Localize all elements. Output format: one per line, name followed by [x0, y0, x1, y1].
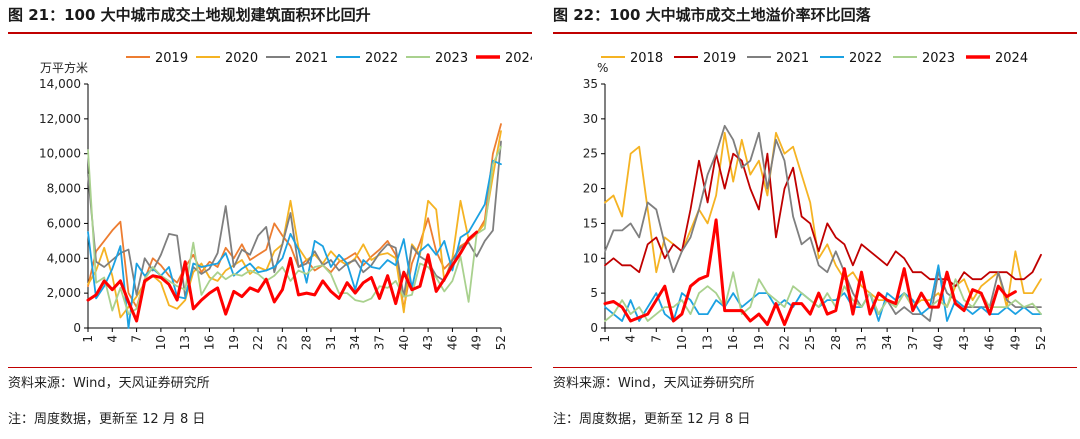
y-tick-label: 14,000	[39, 77, 81, 91]
legend-label-2023: 2023	[922, 51, 955, 66]
legend-label-2019: 2019	[703, 51, 736, 66]
series-line-2024	[86, 230, 479, 323]
y-tick-label: 12,000	[39, 112, 81, 126]
y-axis-label: %	[597, 61, 608, 75]
x-tick-label: 37	[906, 335, 920, 350]
x-tick-label: 52	[1034, 335, 1048, 350]
y-axis-label: 万平方米	[40, 60, 88, 75]
y-tick-label: 10	[583, 251, 598, 265]
x-tick-label: 1	[81, 335, 95, 343]
line-chart: 0 2,000 4,000 6,000 8,000 10,000 12,000 14,000 1…	[39, 51, 532, 350]
y-tick-label: 0	[590, 321, 598, 335]
x-tick-label: 34	[880, 335, 894, 350]
y-tick-label: 5	[590, 286, 598, 300]
series-line-2019	[604, 152, 1042, 288]
footer-rule	[8, 367, 532, 368]
note-text: 注：周度数据，更新至 12 月 8 日	[8, 412, 206, 427]
x-tick-label: 4	[624, 335, 638, 343]
x-tick-label: 37	[373, 335, 387, 350]
legend-label-2021: 2021	[295, 51, 328, 66]
x-tick-label: 34	[348, 335, 362, 350]
legend-label-2020: 2020	[225, 51, 258, 66]
x-tick-label: 49	[470, 335, 484, 350]
x-tick-label: 49	[1008, 335, 1022, 350]
x-tick-label: 31	[854, 335, 868, 350]
y-tick-label: 25	[583, 147, 598, 161]
x-tick-label: 46	[445, 335, 459, 350]
title-rule	[8, 32, 532, 34]
x-tick-label: 19	[752, 335, 766, 350]
x-tick-label: 25	[275, 335, 289, 350]
x-tick-label: 16	[202, 335, 216, 350]
x-tick-label: 22	[778, 335, 792, 350]
x-tick-label: 19	[227, 335, 241, 350]
x-tick-label: 43	[421, 335, 435, 350]
x-tick-label: 28	[829, 335, 843, 350]
series-line-2018	[604, 131, 1042, 309]
figure-title: 图 22：100 大中城市成交土地溢价率环比回落	[553, 6, 871, 24]
x-tick-label: 13	[178, 335, 192, 350]
x-tick-label: 46	[983, 335, 997, 350]
legend-label-2023: 2023	[435, 51, 468, 66]
legend-label-2018: 2018	[630, 51, 663, 66]
x-tick-label: 28	[300, 335, 314, 350]
title-rule	[553, 32, 1077, 34]
source-text: 资料来源：Wind，天风证券研究所	[553, 376, 755, 391]
x-tick-label: 52	[494, 335, 508, 350]
x-tick-label: 4	[105, 335, 119, 343]
y-tick-label: 20	[583, 182, 598, 196]
legend-label-2024: 2024	[505, 51, 532, 66]
legend-label-2021: 2021	[776, 51, 809, 66]
y-tick-label: 6,000	[47, 216, 81, 230]
x-tick-label: 7	[130, 335, 144, 343]
x-tick-label: 25	[803, 335, 817, 350]
y-tick-label: 35	[583, 77, 598, 91]
x-tick-label: 16	[726, 335, 740, 350]
x-tick-label: 40	[931, 335, 945, 350]
y-tick-label: 10,000	[39, 147, 81, 161]
note-text: 注：周度数据，更新至 12 月 8 日	[553, 412, 751, 427]
legend-label-2024: 2024	[995, 51, 1028, 66]
x-tick-label: 7	[649, 335, 663, 343]
y-tick-label: 0	[73, 321, 81, 335]
series-line-2021	[604, 124, 1042, 322]
source-text: 资料来源：Wind，天风证券研究所	[8, 376, 210, 391]
x-tick-label: 43	[957, 335, 971, 350]
legend-label-2022: 2022	[849, 51, 882, 66]
line-chart: 0 5 10 15 20 25 30 35 1 4 7 10 13 16 19 22 25 28 31 34 37 40 4…	[583, 51, 1048, 350]
x-tick-label: 31	[324, 335, 338, 350]
y-tick-label: 30	[583, 112, 598, 126]
y-tick-label: 2,000	[47, 286, 81, 300]
figure-title: 图 21：100 大中城市成交土地规划建筑面积环比回升	[8, 6, 371, 24]
x-tick-label: 13	[701, 335, 715, 350]
series-line-2024	[603, 218, 1017, 326]
x-tick-label: 10	[154, 335, 168, 350]
legend-label-2019: 2019	[155, 51, 188, 66]
x-tick-label: 1	[598, 335, 612, 343]
series-line-2020	[87, 130, 502, 319]
chart-panel-right: 图 22：100 大中城市成交土地溢价率环比回落 0 5 10 15 20 25 30 35 1…	[553, 0, 1080, 439]
footer-rule	[553, 367, 1077, 368]
legend-label-2022: 2022	[365, 51, 398, 66]
x-tick-label: 10	[675, 335, 689, 350]
x-tick-label: 40	[397, 335, 411, 350]
y-tick-label: 8,000	[47, 182, 81, 196]
y-tick-label: 4,000	[47, 251, 81, 265]
chart-panel-left: 图 21：100 大中城市成交土地规划建筑面积环比回升 0 2,000 4,000 6…	[8, 0, 539, 439]
y-tick-label: 15	[583, 216, 598, 230]
x-tick-label: 22	[251, 335, 265, 350]
